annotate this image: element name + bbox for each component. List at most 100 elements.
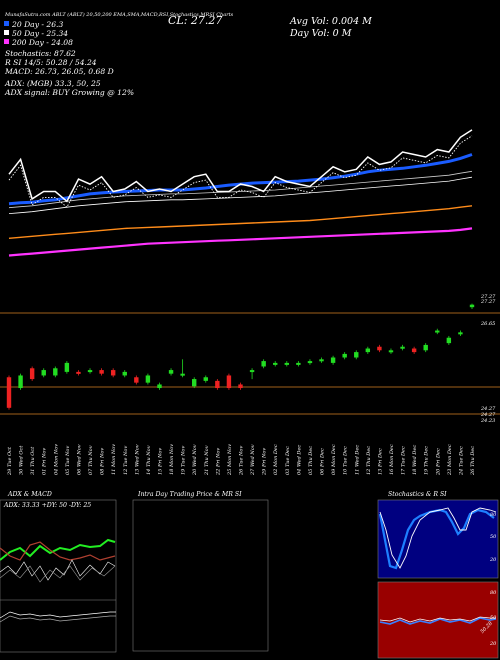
- date-label: 13 Wed Nov: [134, 444, 140, 475]
- rsi-line: [379, 617, 497, 625]
- day-vol-label: Day Vol: 0 M: [289, 28, 352, 39]
- legend-swatch-ema20: [4, 21, 9, 26]
- price-label-low2: 24.27: [480, 412, 496, 418]
- date-label: 04 Mon Nov: [53, 444, 59, 475]
- intraday-panel-title: Intra Day Trading Price & MR SI: [137, 491, 242, 498]
- date-label: 19 Thu Dec: [424, 446, 430, 475]
- moving-average-lines: [8, 129, 473, 257]
- date-label: 03 Tue Dec: [285, 446, 291, 475]
- candle-body: [307, 361, 313, 364]
- candle-body: [29, 368, 35, 380]
- macd-line: [0, 611, 116, 619]
- candle-body: [458, 332, 463, 335]
- date-label: 09 Mon Dec: [331, 444, 337, 475]
- candle-body: [122, 371, 127, 376]
- price-label-top: 27.27: [480, 294, 496, 300]
- candle-body: [192, 379, 197, 387]
- price-label-low1: 24.27: [480, 406, 496, 412]
- date-label: 30 Wed Oct: [19, 445, 25, 475]
- date-label: 12 Tue Nov: [123, 446, 129, 475]
- adx-macd-panel: [0, 499, 117, 653]
- date-label: 11 Wed Dec: [354, 445, 360, 475]
- adx-plus-di-line: [0, 538, 116, 561]
- date-label: 20 Wed Nov: [192, 444, 198, 476]
- candle-body: [319, 359, 324, 362]
- avg-vol-label: Avg Vol: 0.004 M: [289, 16, 372, 27]
- date-label: 26 Thu Dec: [470, 446, 476, 476]
- candle-body: [110, 370, 116, 376]
- date-label: 07 Thu Nov: [88, 445, 94, 475]
- candle-body: [435, 330, 440, 333]
- candlesticks: [6, 303, 475, 410]
- date-axis-labels: 29 Tue Oct 30 Wed Oct 31 Thu Oct 01 Fri Nov…: [7, 444, 476, 476]
- date-label: 22 Fri Nov: [215, 448, 221, 476]
- date-label: 26 Tue Nov: [239, 446, 245, 476]
- candle-body: [203, 377, 208, 381]
- price-label-top2: 27.27: [480, 299, 496, 305]
- candle-body: [400, 346, 405, 349]
- candle-body: [249, 370, 255, 373]
- candle-body: [145, 375, 151, 383]
- candle-body: [354, 352, 359, 358]
- candle-body: [284, 362, 289, 365]
- candle-body: [330, 357, 336, 363]
- adx-panel-title: ADX & MACD: [7, 491, 52, 498]
- ma-legend: 20 Day - 26.3 50 Day - 25.34 200 Day - 2…: [4, 20, 73, 47]
- stoch-d-line: [379, 507, 497, 569]
- candle-body: [6, 377, 12, 408]
- ema-dotted-line: [8, 135, 473, 208]
- candle-body: [342, 353, 347, 358]
- date-label: 29 Tue Oct: [7, 446, 13, 476]
- rsi-tick-20: 20: [489, 641, 497, 647]
- adx-signal: ADX signal: BUY Growing @ 12%: [4, 88, 134, 97]
- candle-body: [365, 348, 371, 353]
- mrsi-line: [379, 616, 496, 623]
- date-label: 05 Tue Nov: [65, 446, 71, 475]
- date-label: 12 Thu Dec: [366, 446, 372, 475]
- close-price-line: [8, 129, 473, 203]
- date-label: 16 Mon Dec: [389, 444, 395, 475]
- candle-body: [53, 368, 58, 376]
- date-label: 01 Fri Nov: [42, 448, 48, 475]
- candle-body: [87, 370, 93, 373]
- macd-signal-line: [0, 615, 116, 623]
- candle-body: [388, 350, 394, 353]
- date-label: 02 Mon Dec: [273, 444, 279, 475]
- stoch-panel-title: Stochastics & R SI: [388, 491, 447, 498]
- candle-body: [157, 384, 162, 389]
- legend-swatch-sma200: [4, 39, 9, 44]
- date-label: 23 Mon Dec: [447, 444, 453, 476]
- candle-body: [226, 375, 232, 389]
- close-price-label: CL: 27.27: [168, 14, 222, 27]
- candle-body: [296, 362, 301, 365]
- stoch-tick-50: 50: [490, 534, 497, 540]
- sma50-line-upper: [8, 170, 473, 209]
- candle-body: [180, 373, 185, 376]
- price-label-mid: 26.65: [480, 321, 495, 327]
- date-label: 25 Mon Nov: [227, 444, 233, 476]
- date-label: 05 Thu Dec: [308, 446, 314, 475]
- date-label: 13 Fri Dec: [377, 448, 383, 475]
- candle-body: [168, 370, 174, 374]
- sma200-line: [8, 227, 473, 257]
- date-label: 10 Tue Dec: [343, 446, 349, 475]
- candle-body: [411, 348, 417, 353]
- candle-body: [261, 361, 266, 367]
- date-label: 20 Fri Dec: [435, 448, 441, 476]
- legend-label-sma50: 50 Day - 25.34: [12, 29, 68, 38]
- date-label: 14 Thu Nov: [146, 445, 152, 475]
- stoch-tick-80: 80: [490, 512, 497, 518]
- sma50-line: [8, 176, 473, 214]
- macd-value: MACD: 26.73, 26.05, 0.68 D: [4, 67, 114, 76]
- candle-body: [134, 377, 139, 383]
- date-label: 24 Tue Dec: [458, 446, 464, 476]
- legend-swatch-sma50: [4, 30, 9, 35]
- rsi-value: R SI 14/5: 50.28 / 54.24: [4, 58, 97, 67]
- date-label: 04 Wed Dec: [296, 445, 302, 475]
- adx-line-2: [0, 565, 116, 583]
- candle-body: [238, 384, 243, 389]
- date-label: 15 Fri Nov: [157, 448, 163, 475]
- candle-body: [469, 304, 475, 308]
- intraday-panel: [132, 499, 269, 652]
